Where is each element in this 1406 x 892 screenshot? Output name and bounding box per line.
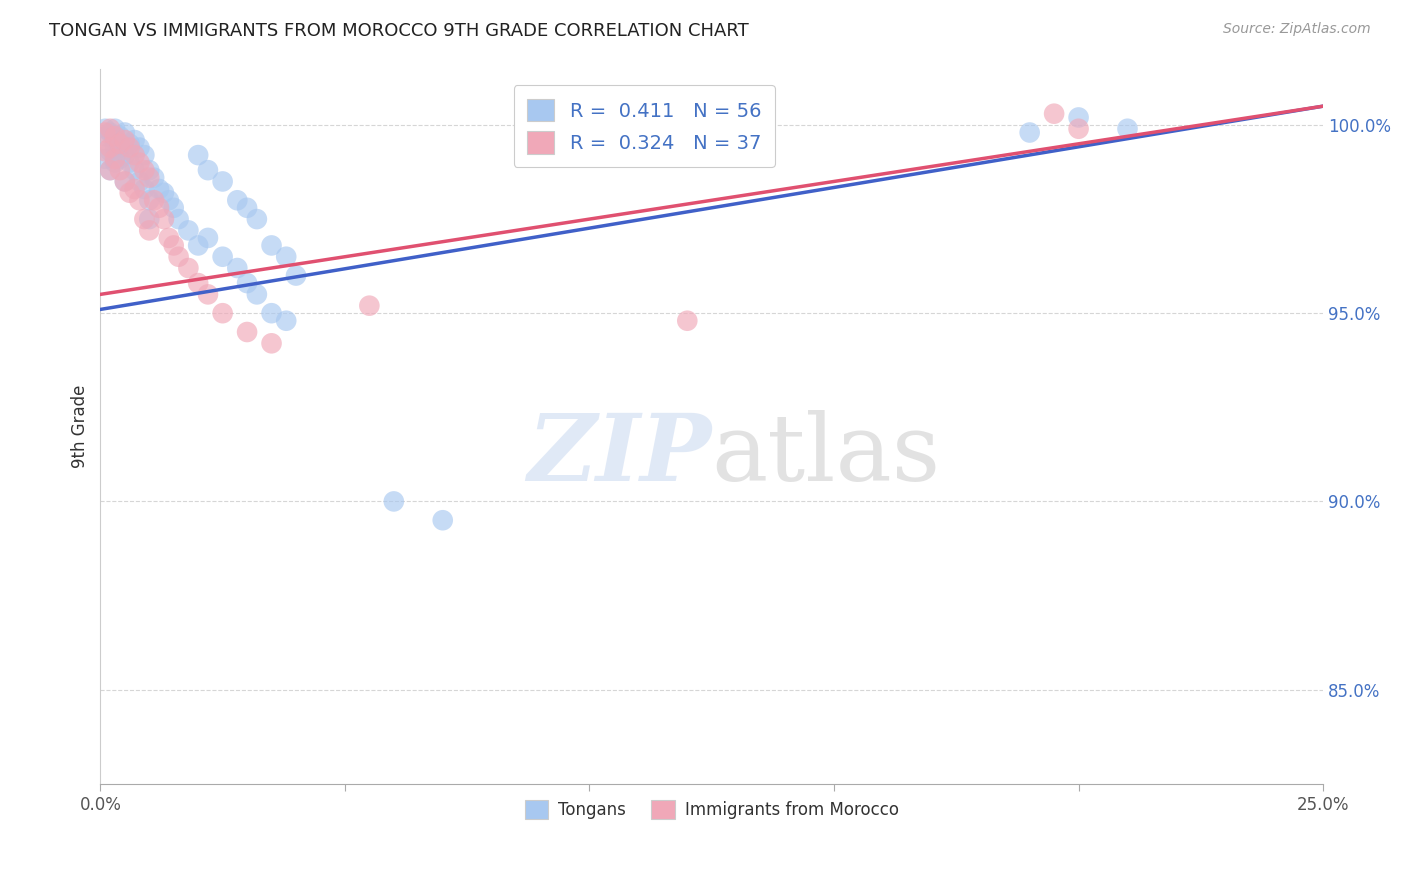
Point [134,212,156,227]
Text: TONGAN VS IMMIGRANTS FROM MOROCCO 9TH GRADE CORRELATION CHART: TONGAN VS IMMIGRANTS FROM MOROCCO 9TH GR… [49,22,749,40]
Point [98,145,121,159]
Point [104,152,127,166]
Point [118,155,141,169]
Point [177,260,200,275]
Point [432,513,454,527]
Point [276,314,298,328]
Point [98,163,121,178]
Point [382,494,405,508]
Point [153,212,176,227]
Point [98,140,121,154]
Point [197,163,219,178]
Legend: Tongans, Immigrants from Morocco: Tongans, Immigrants from Morocco [519,793,905,825]
Point [138,223,160,237]
Point [138,212,160,227]
Point [104,155,127,169]
Point [163,238,186,252]
Point [104,121,127,136]
Point [211,174,233,188]
Y-axis label: 9th Grade: 9th Grade [72,384,89,467]
Point [226,194,249,208]
Point [108,163,131,178]
Point [118,186,141,200]
Point [1067,121,1090,136]
Point [1018,126,1040,140]
Point [108,152,131,166]
Point [143,170,166,185]
Text: ZIP: ZIP [527,409,711,500]
Point [157,231,180,245]
Text: atlas: atlas [711,409,941,500]
Point [236,325,259,339]
Point [148,201,170,215]
Point [285,268,308,283]
Point [124,148,146,162]
Point [104,133,127,147]
Point [128,155,150,169]
Point [94,145,117,159]
Point [157,194,180,208]
Point [114,174,136,188]
Point [177,223,200,237]
Point [108,140,131,154]
Point [128,174,150,188]
Point [134,182,156,196]
Point [197,287,219,301]
Point [1067,111,1090,125]
Point [94,152,117,166]
Point [197,231,219,245]
Point [260,306,283,320]
Point [138,194,160,208]
Point [236,201,259,215]
Point [187,276,209,290]
Point [128,140,150,154]
Point [94,129,117,144]
Point [246,287,269,301]
Point [260,238,283,252]
Point [236,276,259,290]
Point [108,136,131,151]
Point [167,250,190,264]
Point [114,174,136,188]
Point [187,148,209,162]
Point [118,136,141,151]
Point [114,133,136,147]
Point [260,336,283,351]
Point [124,163,146,178]
Point [98,121,121,136]
Point [359,299,381,313]
Point [134,148,156,162]
Point [104,140,127,154]
Point [94,126,117,140]
Point [1116,121,1139,136]
Point [246,212,269,227]
Point [124,133,146,147]
Point [114,126,136,140]
Point [108,129,131,144]
Point [676,314,699,328]
Point [98,126,121,140]
Point [211,250,233,264]
Point [143,194,166,208]
Point [167,212,190,227]
Point [94,121,117,136]
Point [148,182,170,196]
Point [187,238,209,252]
Point [124,182,146,196]
Point [276,250,298,264]
Point [1043,106,1066,120]
Point [128,194,150,208]
Point [226,260,249,275]
Point [138,163,160,178]
Point [114,148,136,162]
Point [138,170,160,185]
Point [98,163,121,178]
Point [118,140,141,154]
Point [153,186,176,200]
Point [104,129,127,144]
Point [163,201,186,215]
Text: Source: ZipAtlas.com: Source: ZipAtlas.com [1223,22,1371,37]
Point [134,163,156,178]
Point [211,306,233,320]
